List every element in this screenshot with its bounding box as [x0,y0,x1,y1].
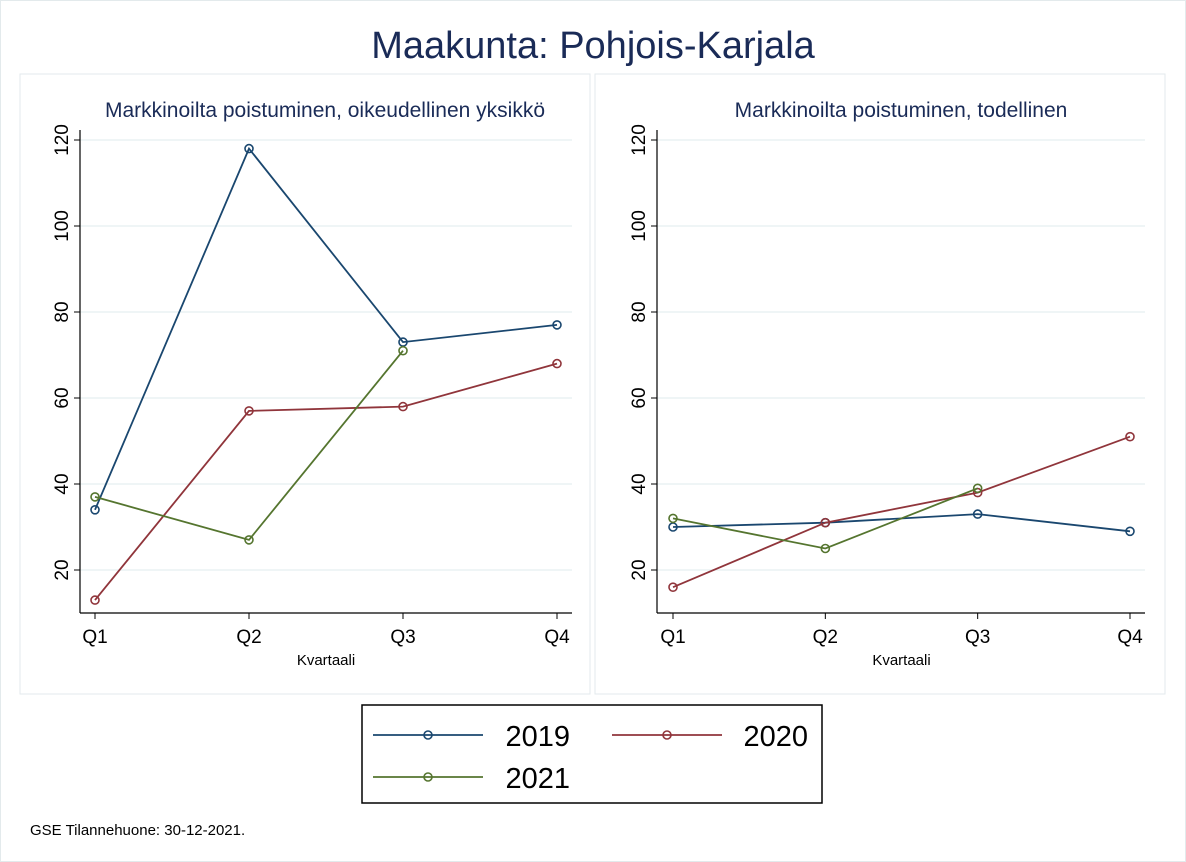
x-tick-label: Q4 [1117,627,1143,648]
data-point-2020 [398,401,408,412]
legend-item-2021: 2021 [373,763,570,795]
y-tick-label: 40 [52,473,73,494]
y-tick-label: 60 [629,387,650,408]
footnote: GSE Tilannehuone: 30-12-2021. [30,822,245,839]
y-tick-label: 20 [52,559,73,580]
legend-marker [662,730,672,740]
legend: 2019 2020 2021 [361,704,823,804]
data-point-2020 [1125,431,1135,442]
y-tick-label: 80 [52,301,73,322]
legend-marker [423,730,433,740]
panel-title: Markkinoilta poistuminen, todellinen [735,99,1068,122]
y-tick-label: 60 [52,387,73,408]
x-tick-label: Q2 [236,627,261,648]
y-tick-label: 40 [629,473,650,494]
panel-1: Markkinoilta poistuminen, oikeudellinen … [52,99,572,669]
legend-label: 2020 [743,721,808,753]
panel-left-frame [19,73,591,695]
x-tick-label: Q1 [660,627,685,648]
x-axis-label: Kvartaali [297,652,355,669]
panel-title: Markkinoilta poistuminen, oikeudellinen … [105,99,545,122]
y-tick-label: 120 [52,124,73,156]
data-point-2021 [244,535,254,545]
data-point-2021 [398,345,408,356]
y-tick-label: 20 [629,559,650,580]
y-tick-label: 120 [629,124,650,156]
main-title: Maakunta: Pohjois-Karjala [371,25,815,67]
panel-2: Markkinoilta poistuminen, todellinen 20 40… [629,99,1145,669]
y-tick-label: 100 [629,210,650,242]
data-point-2019 [972,509,983,519]
data-point-2020 [668,582,678,593]
series-line-2020 [672,435,1131,589]
data-point-2019 [552,320,562,330]
data-point-2021 [90,492,100,502]
x-tick-label: Q1 [82,627,107,648]
legend-item-2019: 2019 [373,721,570,753]
legend-box [361,704,823,804]
y-tick-label: 80 [629,301,650,322]
data-point-2019 [244,143,254,154]
y-tick-label: 100 [52,210,73,242]
legend-label: 2021 [505,763,570,795]
x-tick-label: Q2 [813,627,838,648]
series-line-2021 [94,350,404,541]
legend-item-2020: 2020 [612,721,808,753]
panel-right-frame [594,73,1166,695]
data-point-2021 [668,513,678,524]
series-line-2019 [94,146,558,511]
series-line-2021 [672,487,978,550]
x-tick-label: Q3 [965,627,990,648]
data-point-2021 [820,543,831,554]
data-point-2019 [90,504,100,515]
legend-label: 2019 [505,721,570,753]
x-axis-label: Kvartaali [872,652,930,669]
data-point-2019 [1125,526,1135,537]
data-point-2020 [90,595,100,605]
data-point-2020 [244,406,254,416]
x-tick-label: Q4 [544,627,570,648]
data-point-2021 [972,483,983,494]
x-tick-label: Q3 [390,627,415,648]
series-line-2020 [94,362,558,601]
data-point-2020 [552,358,562,369]
legend-marker [423,772,433,782]
data-point-2020 [820,517,831,528]
